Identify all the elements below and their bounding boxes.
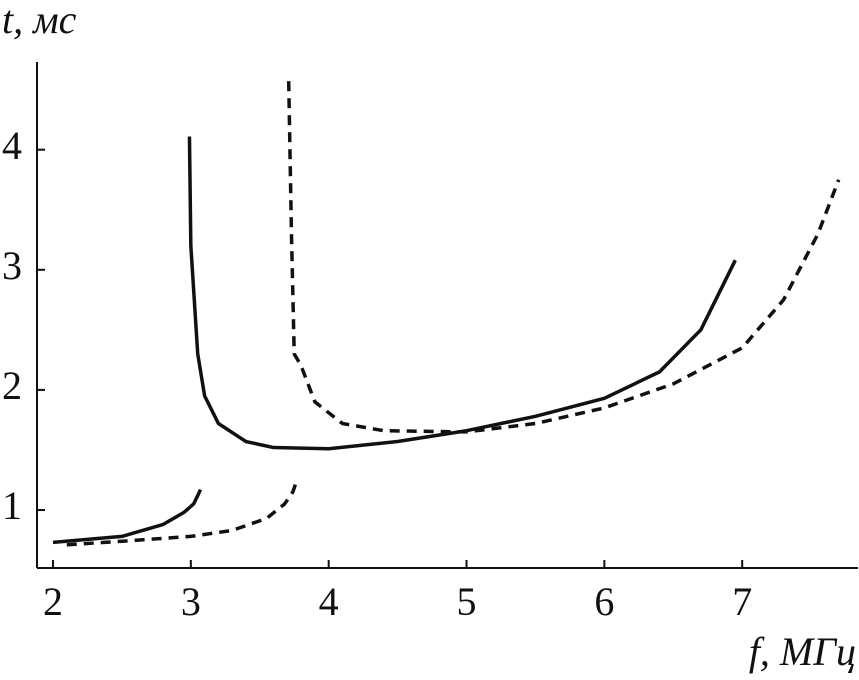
y-tick-label: 4 bbox=[2, 123, 22, 168]
x-tick-label: 3 bbox=[181, 579, 201, 624]
curve bbox=[67, 81, 839, 545]
curve bbox=[53, 136, 735, 542]
y-tick-label: 1 bbox=[2, 483, 22, 528]
x-tick-label: 5 bbox=[457, 579, 477, 624]
x-tick-label: 7 bbox=[732, 579, 752, 624]
x-tick-label: 4 bbox=[319, 579, 339, 624]
x-tick-label: 6 bbox=[594, 579, 614, 624]
y-tick-label: 2 bbox=[2, 363, 22, 408]
y-tick-label: 3 bbox=[2, 243, 22, 288]
x-tick-label: 2 bbox=[43, 579, 63, 624]
y-axis-label: t, мс bbox=[2, 0, 77, 42]
x-axis-label: f, МГц bbox=[749, 629, 856, 674]
